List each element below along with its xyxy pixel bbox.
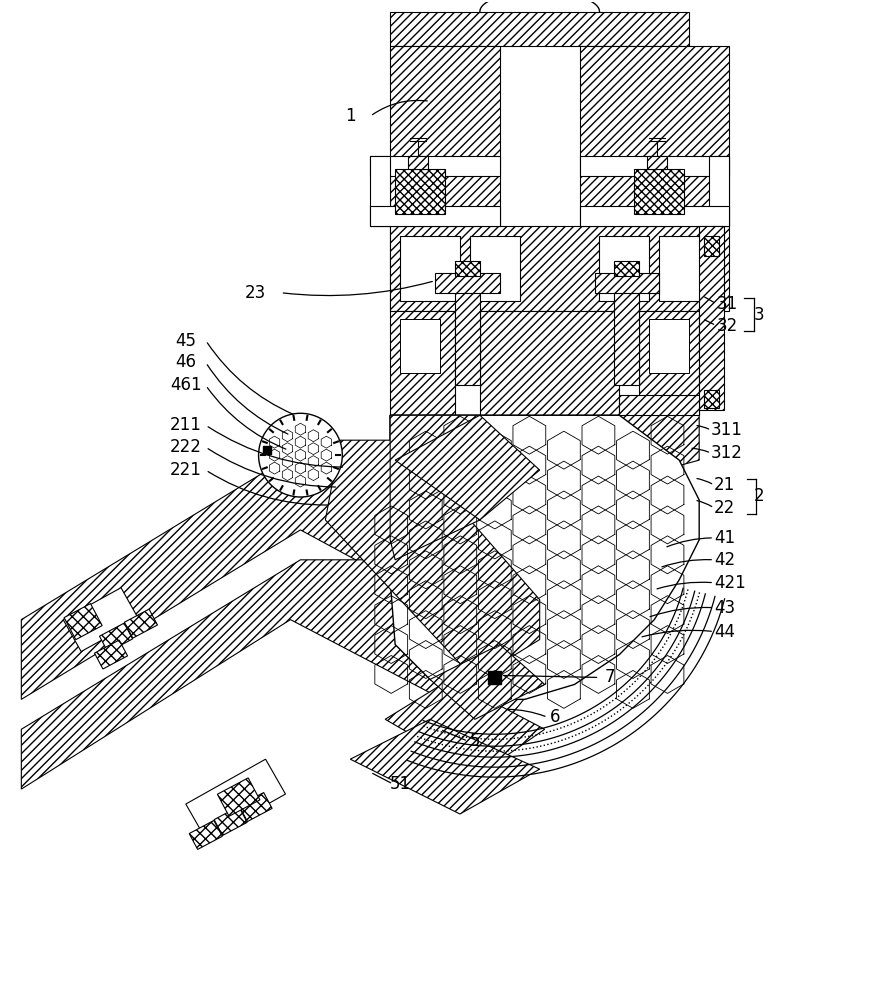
Text: 22: 22 <box>715 499 736 517</box>
Bar <box>400 319 440 373</box>
Polygon shape <box>326 440 539 679</box>
Polygon shape <box>395 415 539 520</box>
Polygon shape <box>390 415 480 560</box>
Polygon shape <box>186 759 285 839</box>
Text: 5: 5 <box>470 732 480 750</box>
Polygon shape <box>214 807 247 835</box>
Polygon shape <box>63 588 139 652</box>
Polygon shape <box>648 156 667 169</box>
Polygon shape <box>189 820 223 849</box>
Text: 23: 23 <box>245 284 267 302</box>
Polygon shape <box>620 395 700 415</box>
Polygon shape <box>390 46 500 311</box>
Text: 43: 43 <box>715 599 736 617</box>
Polygon shape <box>370 156 500 176</box>
Polygon shape <box>634 169 685 214</box>
Polygon shape <box>580 156 730 176</box>
Polygon shape <box>595 273 659 293</box>
Polygon shape <box>480 311 620 415</box>
Text: 211: 211 <box>170 416 202 434</box>
Polygon shape <box>614 261 640 276</box>
Polygon shape <box>455 261 480 276</box>
Text: 222: 222 <box>170 438 202 456</box>
Polygon shape <box>350 719 539 814</box>
Polygon shape <box>700 226 724 410</box>
Text: 2: 2 <box>753 487 765 505</box>
Polygon shape <box>430 645 545 719</box>
Polygon shape <box>390 415 700 699</box>
Bar <box>470 236 520 301</box>
Polygon shape <box>64 604 102 640</box>
Bar <box>400 236 460 301</box>
Text: 7: 7 <box>605 668 615 686</box>
Bar <box>488 671 501 684</box>
Text: 46: 46 <box>175 353 196 371</box>
Text: 221: 221 <box>170 461 202 479</box>
Text: 21: 21 <box>715 476 736 494</box>
Polygon shape <box>704 390 719 408</box>
Polygon shape <box>21 445 539 699</box>
Text: 312: 312 <box>711 444 743 462</box>
Polygon shape <box>390 226 719 311</box>
Polygon shape <box>455 291 480 385</box>
Polygon shape <box>239 793 272 822</box>
Bar <box>599 236 649 301</box>
Polygon shape <box>640 311 700 415</box>
Text: 6: 6 <box>549 708 560 726</box>
Text: 31: 31 <box>717 295 738 313</box>
Polygon shape <box>21 560 539 789</box>
Text: 42: 42 <box>715 551 736 569</box>
Polygon shape <box>385 679 545 774</box>
Polygon shape <box>94 640 128 669</box>
Text: 51: 51 <box>390 775 411 793</box>
Text: 461: 461 <box>170 376 202 394</box>
Text: 32: 32 <box>717 317 738 335</box>
Text: 311: 311 <box>711 421 743 439</box>
Polygon shape <box>390 415 700 520</box>
Polygon shape <box>370 156 390 226</box>
Polygon shape <box>370 206 500 226</box>
Polygon shape <box>614 291 640 385</box>
Text: 421: 421 <box>715 574 746 592</box>
Text: 3: 3 <box>753 306 765 324</box>
Polygon shape <box>408 156 428 169</box>
Polygon shape <box>580 46 730 311</box>
Text: 41: 41 <box>715 529 736 547</box>
Polygon shape <box>435 273 500 293</box>
Text: 44: 44 <box>715 623 735 641</box>
Polygon shape <box>395 169 445 214</box>
Circle shape <box>259 413 342 497</box>
Polygon shape <box>390 311 455 415</box>
Text: 45: 45 <box>175 332 196 350</box>
Polygon shape <box>99 623 133 652</box>
Polygon shape <box>709 156 730 226</box>
Bar <box>649 319 689 373</box>
Text: 1: 1 <box>345 107 356 125</box>
Polygon shape <box>704 236 719 256</box>
Polygon shape <box>124 609 158 638</box>
Polygon shape <box>390 12 689 46</box>
Polygon shape <box>580 206 730 226</box>
Polygon shape <box>217 778 260 816</box>
Bar <box>659 236 709 301</box>
